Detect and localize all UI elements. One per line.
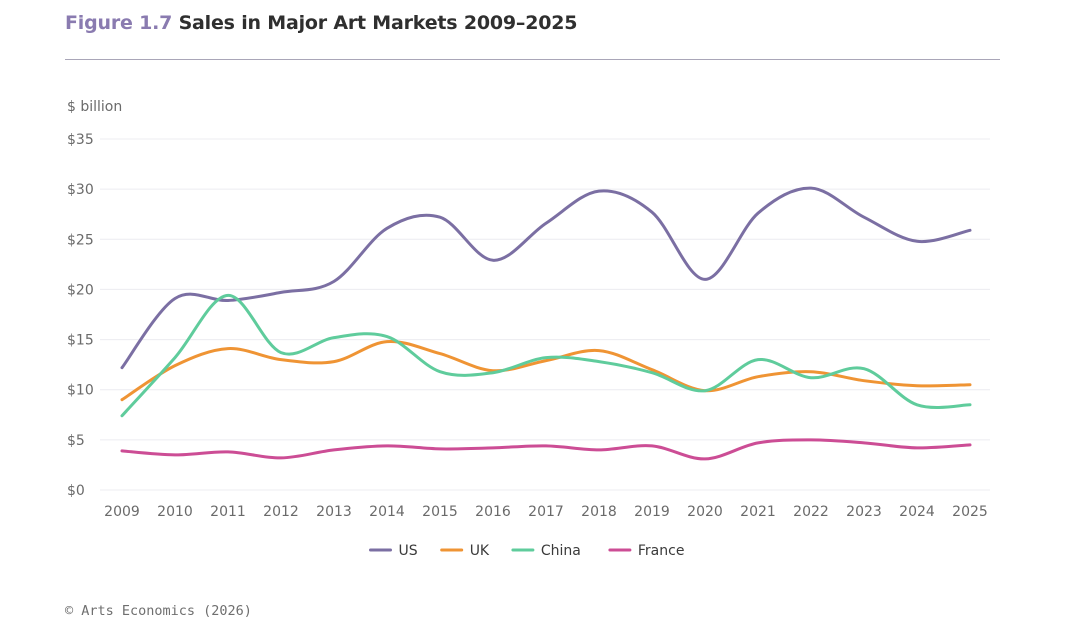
- figure-label: Figure 1.7: [65, 12, 173, 34]
- x-tick-label-2015: 2015: [422, 504, 458, 520]
- x-tick-label-2025: 2025: [952, 504, 988, 520]
- chart-title: Figure 1.7 Sales in Major Art Markets 20…: [65, 12, 577, 34]
- y-tick-label-5: $5: [67, 433, 85, 449]
- x-tick-label-2017: 2017: [528, 504, 564, 520]
- x-tick-label-2023: 2023: [846, 504, 882, 520]
- x-tick-label-2009: 2009: [104, 504, 140, 520]
- line-chart: $ billion $0 $5 $10 $15 $20 $25 $30 $35 2009 201…: [67, 99, 990, 559]
- title-divider: [65, 59, 1000, 60]
- y-tick-label-35: $35: [67, 132, 94, 148]
- series-line-france: [120, 438, 972, 461]
- x-tick-label-2014: 2014: [369, 504, 405, 520]
- gridlines: [100, 138, 990, 491]
- series-line-uk: [120, 340, 972, 402]
- y-tick-label-10: $10: [67, 383, 94, 399]
- x-tick-label-2018: 2018: [581, 504, 617, 520]
- x-tick-label-2016: 2016: [475, 504, 511, 520]
- y-tick-label-30: $30: [67, 182, 94, 198]
- legend-label-france: France: [638, 543, 685, 559]
- x-tick-label-2021: 2021: [740, 504, 776, 520]
- y-tick-label-25: $25: [67, 232, 94, 248]
- figure-title: Sales in Major Art Markets 2009–2025: [178, 12, 578, 34]
- x-tick-label-2022: 2022: [793, 504, 829, 520]
- x-tick-label-2024: 2024: [899, 504, 935, 520]
- legend-label-china: China: [541, 543, 581, 559]
- series-line-china: [120, 293, 972, 418]
- y-tick-label-20: $20: [67, 282, 94, 298]
- series-lines: [120, 186, 972, 461]
- x-tick-label-2013: 2013: [316, 504, 352, 520]
- y-tick-label-0: $0: [67, 483, 85, 499]
- x-tick-label-2010: 2010: [157, 504, 193, 520]
- legend-label-uk: UK: [470, 543, 490, 559]
- series-line-us: [120, 186, 972, 370]
- x-tick-label-2012: 2012: [263, 504, 299, 520]
- y-tick-label-15: $15: [67, 333, 94, 349]
- x-tick-label-2019: 2019: [634, 504, 670, 520]
- x-axis-ticks: 2009 2010 2011 2012 2013 2014 2015 2016 2017 2018…: [104, 504, 988, 520]
- x-tick-label-2020: 2020: [687, 504, 723, 520]
- legend: US UK China France: [369, 543, 685, 559]
- y-axis-unit-label: $ billion: [67, 99, 122, 115]
- x-tick-label-2011: 2011: [210, 504, 246, 520]
- legend-label-us: US: [399, 543, 418, 559]
- source-note: © Arts Economics (2026): [65, 603, 252, 619]
- y-axis-ticks: $0 $5 $10 $15 $20 $25 $30 $35: [67, 132, 94, 499]
